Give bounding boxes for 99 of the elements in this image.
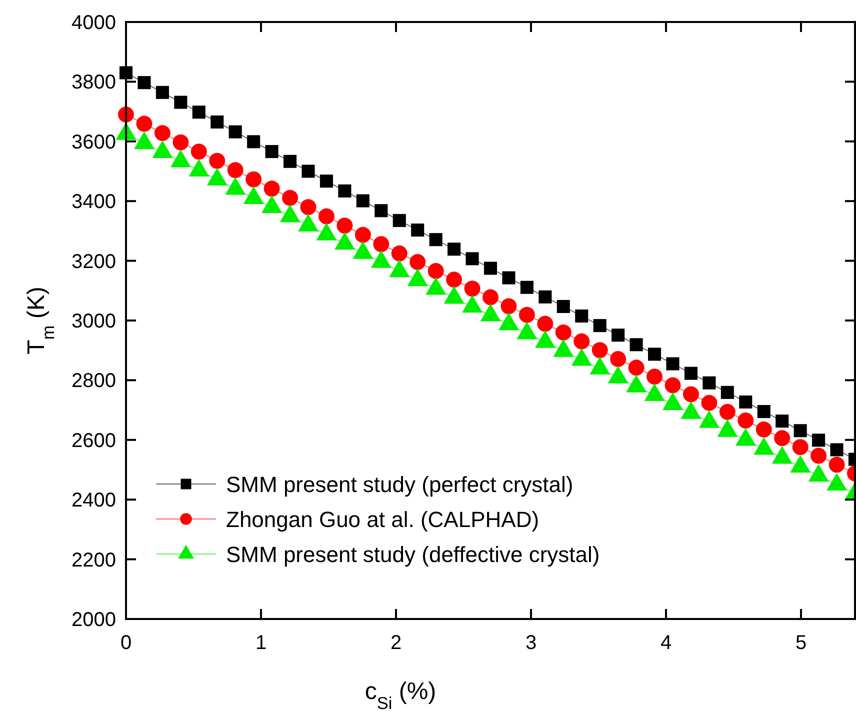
point [828,456,845,473]
point [682,386,699,402]
point [174,96,188,109]
point [411,224,424,237]
point [410,254,426,270]
point [172,134,189,150]
point [192,106,206,119]
legend-label: SMM present study (deffective crystal) [226,542,600,567]
point [537,316,554,332]
point [592,342,608,358]
point [392,214,406,228]
y-tick-label: 2800 [72,370,116,392]
x-tick-label: 4 [660,632,672,654]
point [738,412,754,428]
point [701,394,718,411]
point [648,348,662,361]
point [354,226,371,243]
point [336,218,353,234]
point [374,204,388,218]
point [284,154,297,168]
x-axis-title: c$_{Si}$ (%) [364,678,436,711]
y-tick-label: 3200 [72,250,116,273]
point [373,236,390,252]
point [792,439,808,456]
point [446,272,462,288]
point [684,366,698,380]
point [428,262,444,279]
legend-label: SMM present study (perfect crystal) [226,472,574,497]
point [136,116,152,132]
point [282,190,298,206]
point [610,351,626,367]
point [484,262,498,275]
point [630,338,643,352]
point [265,145,278,158]
point [300,199,316,216]
point [482,289,498,306]
point [812,434,826,447]
point [575,310,588,323]
y-tick-label: 2400 [72,490,116,512]
point [210,115,224,129]
y-tick-label: 2600 [72,430,116,452]
point [228,125,242,138]
point [830,443,844,456]
x-tick-label: 1 [255,632,267,654]
point [502,271,516,284]
point [302,164,315,178]
point [664,377,681,394]
point [756,421,772,438]
x-tick-label: 5 [795,632,807,654]
point [391,245,408,262]
y-tick-label: 4000 [72,12,116,34]
point [209,152,226,169]
x-tick-label: 0 [120,632,132,654]
point [776,414,789,428]
point [320,174,333,188]
y-tick-label: 3800 [72,72,116,94]
point [318,208,334,224]
point [757,405,770,418]
point [719,404,736,420]
point [720,386,734,399]
point [227,162,244,178]
point [666,357,680,370]
y-tick-label: 2000 [72,609,116,631]
point [702,376,716,390]
y-tick-label: 2200 [72,549,116,572]
legend-label: Zhongan Guo at al. (CALPHAD) [226,507,540,532]
y-tick-label: 3600 [72,131,116,154]
point [810,448,827,464]
point [520,280,534,294]
point [338,184,352,198]
point [466,252,479,266]
point [154,125,170,142]
point [448,242,461,256]
point [156,86,169,99]
point [774,430,790,446]
point [518,306,535,323]
point [356,194,370,208]
point [138,76,151,90]
point [429,233,442,246]
y-tick-label: 3400 [72,191,116,214]
point [739,395,752,409]
x-tick-label: 3 [525,632,537,654]
point [247,135,260,148]
point [556,300,570,313]
point [646,368,663,385]
y-tick-label: 3000 [72,310,116,332]
point [628,360,644,376]
point [612,328,625,342]
point [794,424,807,438]
point [190,144,207,160]
point [555,324,572,340]
point [264,180,280,197]
point [538,290,552,304]
point [574,333,590,350]
x-tick-label: 2 [390,632,402,654]
point [464,280,480,297]
point [593,319,606,332]
point [500,298,517,314]
point [246,171,262,188]
